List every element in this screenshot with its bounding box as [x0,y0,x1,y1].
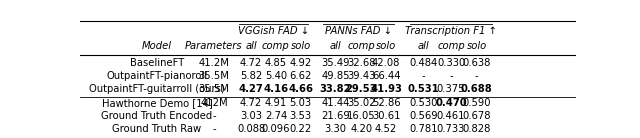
Text: 0.470: 0.470 [435,98,467,108]
Text: -: - [212,124,216,134]
Text: Ground Truth Encoded: Ground Truth Encoded [101,111,212,121]
Text: 0.569: 0.569 [410,111,438,121]
Text: 41.44: 41.44 [321,98,349,108]
Text: all: all [330,41,341,51]
Text: Parameters: Parameters [185,41,243,51]
Text: 5.03: 5.03 [290,98,312,108]
Text: 4.85: 4.85 [265,58,287,68]
Text: 66.44: 66.44 [372,71,400,81]
Text: 4.27: 4.27 [239,84,264,94]
Text: 4.16: 4.16 [263,84,289,94]
Text: 0.733: 0.733 [437,124,465,134]
Text: 6.62: 6.62 [289,71,312,81]
Text: 30.61: 30.61 [372,111,400,121]
Text: Ground Truth Raw: Ground Truth Raw [112,124,202,134]
Text: 0.096: 0.096 [262,124,290,134]
Text: 3.03: 3.03 [240,111,262,121]
Text: 4.52: 4.52 [375,124,397,134]
Text: OutpaintFT-guitarroll (ours): OutpaintFT-guitarroll (ours) [89,84,225,94]
Text: 0.088: 0.088 [237,124,265,134]
Text: VGGish FAD ↓: VGGish FAD ↓ [238,26,309,36]
Text: -: - [212,111,216,121]
Text: 41.93: 41.93 [370,84,402,94]
Text: 4.66: 4.66 [288,84,313,94]
Text: solo: solo [467,41,487,51]
Text: comp: comp [262,41,290,51]
Text: 5.40: 5.40 [265,71,287,81]
Text: 29.53: 29.53 [346,84,377,94]
Text: 4.91: 4.91 [265,98,287,108]
Text: all: all [245,41,257,51]
Text: 412M: 412M [200,98,228,108]
Text: 39.43: 39.43 [347,71,376,81]
Text: 0.688: 0.688 [461,84,493,94]
Text: -: - [422,71,426,81]
Text: OutpaintFT-pianoroll: OutpaintFT-pianoroll [106,71,207,81]
Text: 49.85: 49.85 [321,71,349,81]
Text: solo: solo [291,41,311,51]
Text: 0.484: 0.484 [410,58,438,68]
Text: Transcription F1 ↑: Transcription F1 ↑ [405,26,497,36]
Text: all: all [418,41,429,51]
Text: 0.530: 0.530 [410,98,438,108]
Text: 21.69: 21.69 [321,111,350,121]
Text: 4.20: 4.20 [350,124,372,134]
Text: comp: comp [437,41,465,51]
Text: 32.68: 32.68 [347,58,376,68]
Text: -: - [475,71,479,81]
Text: 2.74: 2.74 [265,111,287,121]
Text: 0.638: 0.638 [463,58,491,68]
Text: 0.375: 0.375 [436,84,465,94]
Text: 4.92: 4.92 [289,58,312,68]
Text: 41.2M: 41.2M [198,58,229,68]
Text: 0.22: 0.22 [289,124,312,134]
Text: 3.53: 3.53 [290,111,312,121]
Text: 33.82: 33.82 [320,84,351,94]
Text: 0.781: 0.781 [410,124,438,134]
Text: 4.72: 4.72 [240,58,262,68]
Text: 3.30: 3.30 [324,124,346,134]
Text: 35.49: 35.49 [321,58,349,68]
Text: 5.82: 5.82 [240,71,262,81]
Text: 0.678: 0.678 [463,111,491,121]
Text: 35.5M: 35.5M [198,84,229,94]
Text: Model: Model [142,41,172,51]
Text: 35.02: 35.02 [347,98,376,108]
Text: PANNs FAD ↓: PANNs FAD ↓ [325,26,392,36]
Text: -: - [449,71,453,81]
Text: 0.461: 0.461 [436,111,465,121]
Text: 0.828: 0.828 [463,124,491,134]
Text: solo: solo [376,41,396,51]
Text: 0.531: 0.531 [408,84,440,94]
Text: 16.05: 16.05 [347,111,376,121]
Text: Hawthorne Demo [14]: Hawthorne Demo [14] [102,98,212,108]
Text: 0.330: 0.330 [437,58,465,68]
Text: 4.72: 4.72 [240,98,262,108]
Text: comp: comp [348,41,375,51]
Text: 0.590: 0.590 [463,98,491,108]
Text: 35.5M: 35.5M [198,71,229,81]
Text: 52.86: 52.86 [372,98,401,108]
Text: 42.08: 42.08 [372,58,400,68]
Text: BaselineFT: BaselineFT [130,58,184,68]
